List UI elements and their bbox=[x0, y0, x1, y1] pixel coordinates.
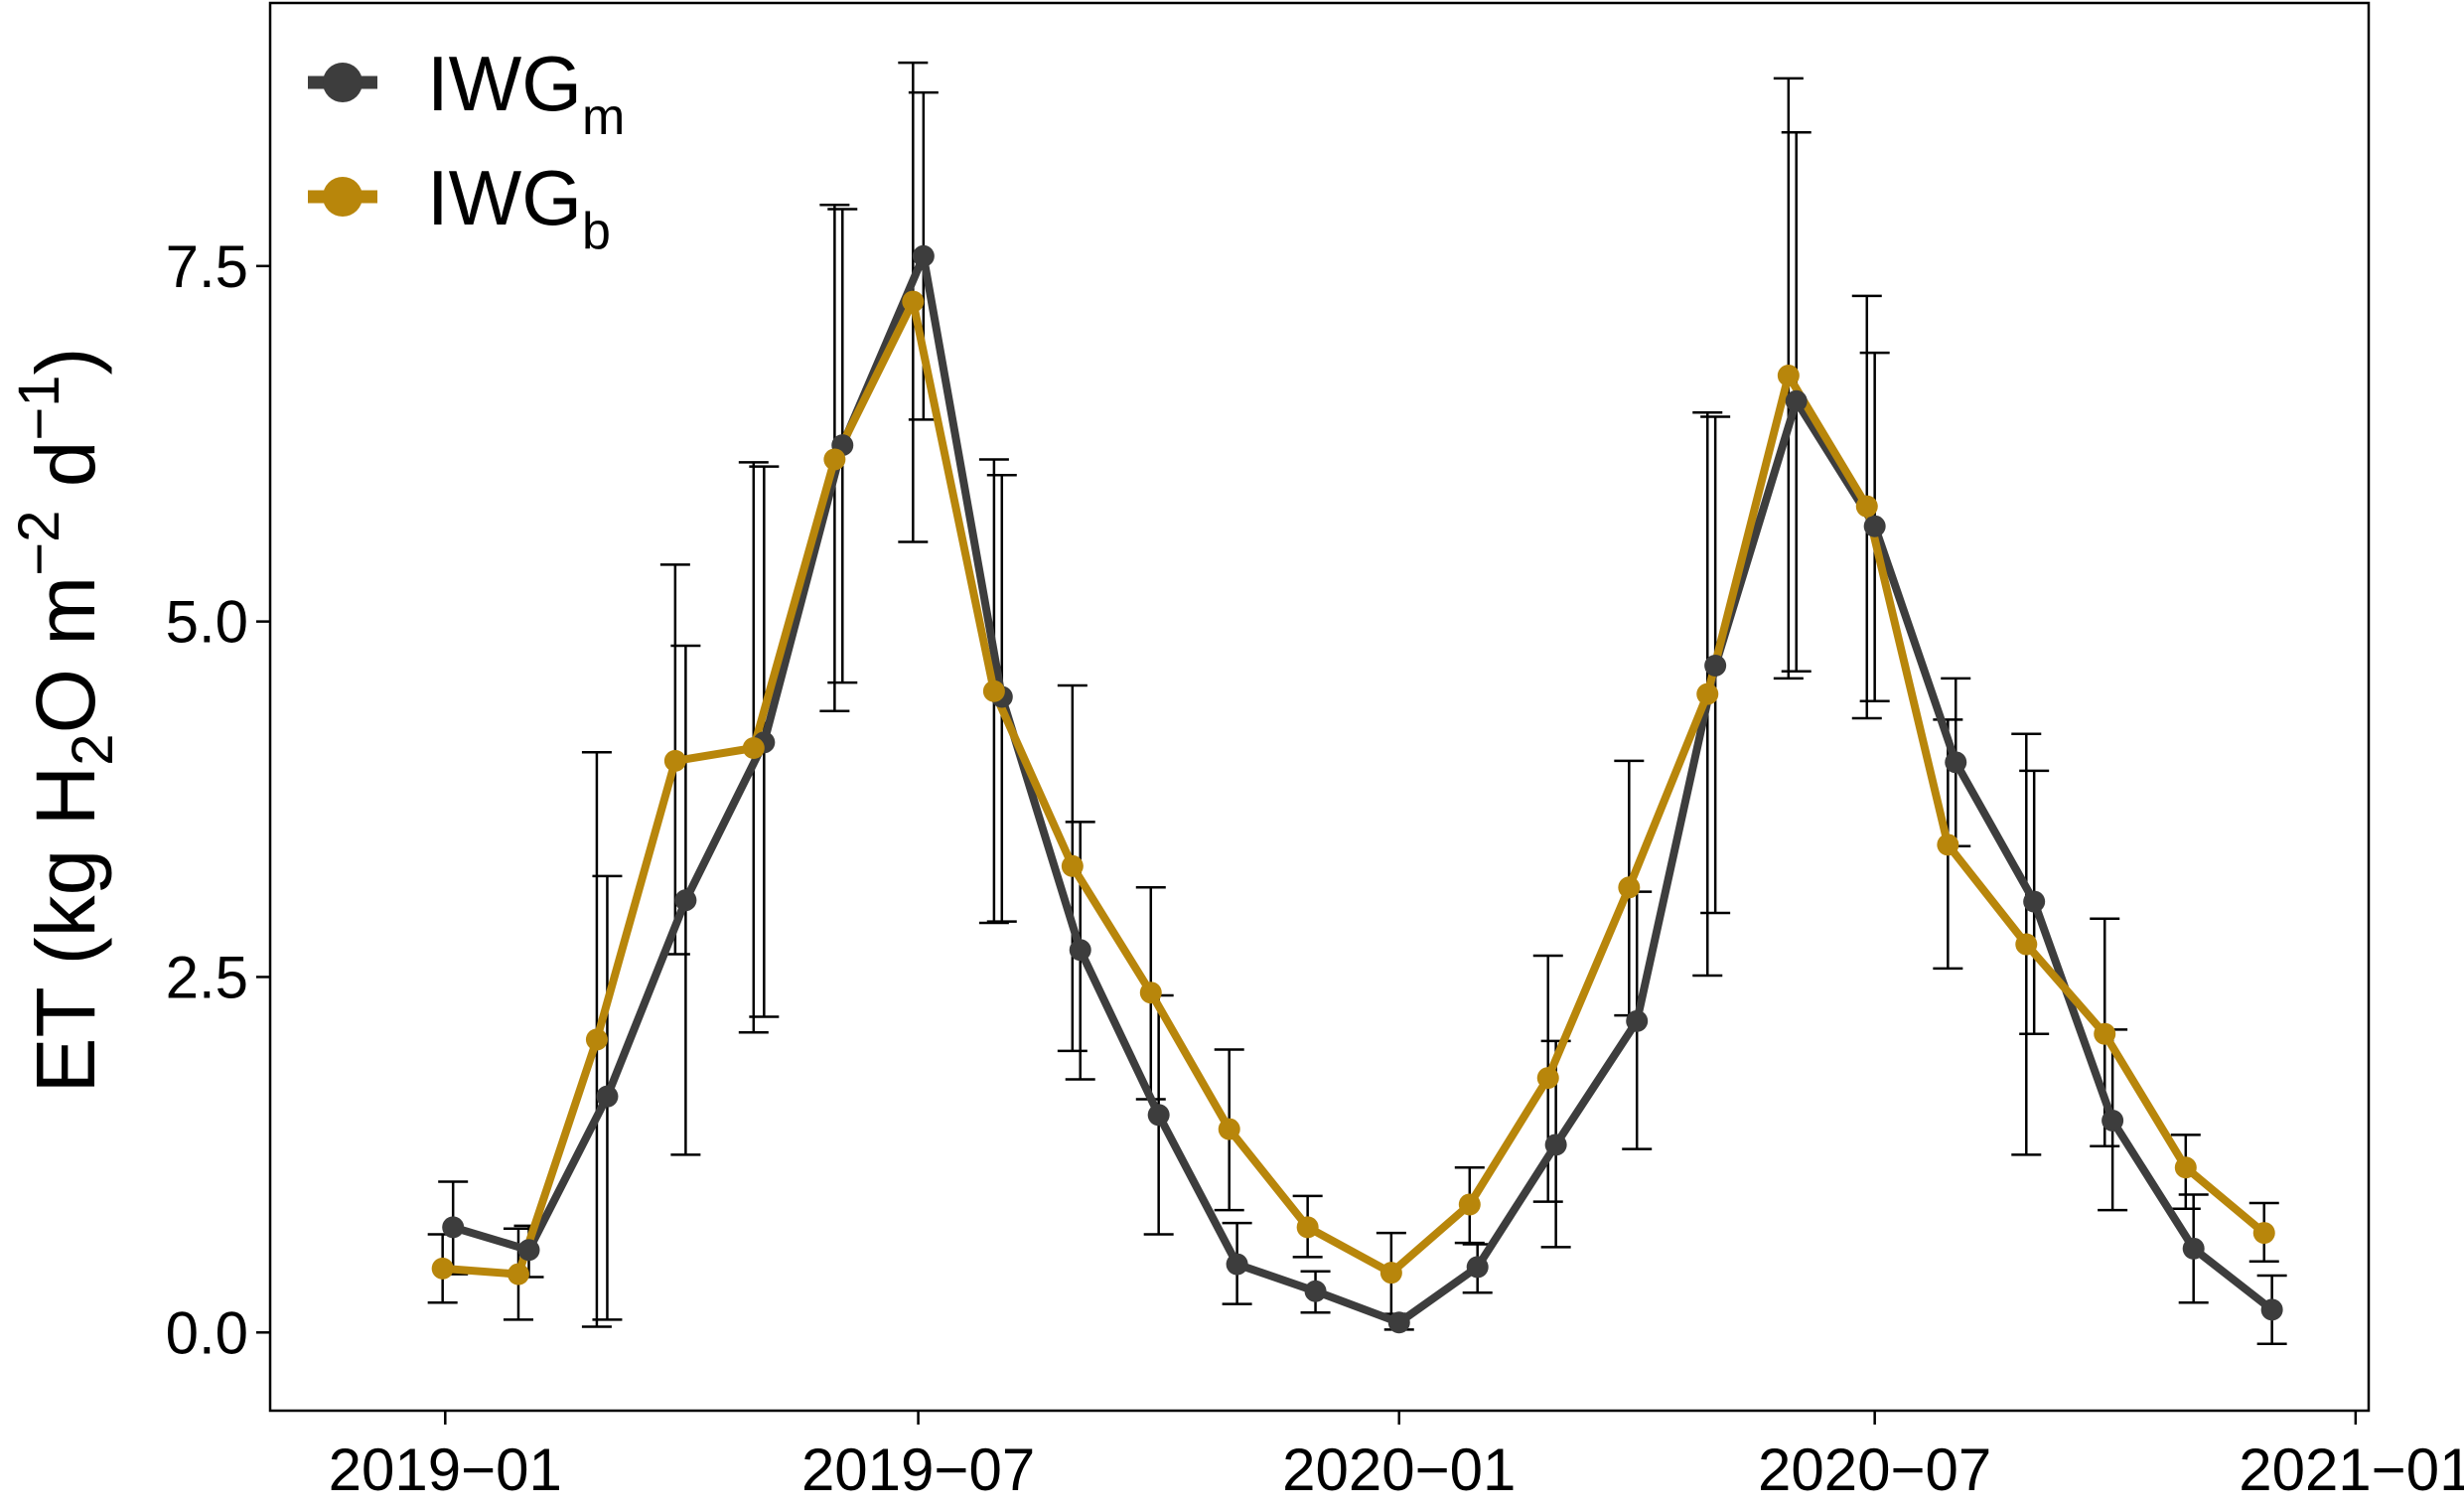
data-point-IWGb bbox=[2094, 1022, 2116, 1045]
data-point-IWGb bbox=[1218, 1118, 1240, 1140]
legend-label-sub: m bbox=[582, 88, 625, 146]
data-point-IWGb bbox=[2015, 933, 2038, 956]
legend-key-point-IWGb bbox=[323, 177, 362, 217]
data-point-IWGm bbox=[912, 244, 935, 267]
y-axis-title: ET (kg H2O m−2 d−1) bbox=[7, 347, 125, 1093]
data-point-IWGm bbox=[1626, 1009, 1649, 1032]
data-point-IWGb bbox=[1618, 876, 1641, 899]
legend-label-IWGm: IWGm bbox=[427, 40, 625, 146]
data-point-IWGb bbox=[1458, 1193, 1481, 1216]
x-tick-label: 2019−07 bbox=[801, 1436, 1035, 1503]
data-point-IWGm bbox=[1304, 1280, 1327, 1302]
data-point-IWGm bbox=[2023, 890, 2046, 913]
y-axis: 0.0 2.5 5.0 7.5 bbox=[166, 233, 270, 1366]
x-tick-label: 2020−01 bbox=[1282, 1436, 1516, 1503]
legend-label-sub: b bbox=[582, 203, 611, 260]
y-axis-title-prefix: ET (kg H bbox=[19, 766, 112, 1094]
data-point-IWGm bbox=[1147, 1104, 1170, 1127]
data-point-IWGb bbox=[663, 749, 686, 772]
y-axis-title-sup2: −1 bbox=[7, 375, 72, 440]
x-tick-label: 2020−07 bbox=[1758, 1436, 1991, 1503]
data-point-IWGb bbox=[902, 290, 925, 313]
data-point-IWGb bbox=[2174, 1156, 2197, 1179]
plot-panel-border bbox=[268, 1, 2371, 1413]
y-axis-title-d: d bbox=[19, 441, 112, 511]
data-point-IWGb bbox=[507, 1263, 529, 1285]
y-axis-title-mid: O m bbox=[19, 576, 112, 734]
data-point-IWGm bbox=[1226, 1253, 1248, 1276]
data-point-IWGm bbox=[1544, 1133, 1567, 1156]
y-axis-title-sub: 2 bbox=[61, 733, 125, 765]
legend-label-IWGb: IWGb bbox=[427, 154, 611, 260]
y-tick-label: 7.5 bbox=[166, 233, 248, 300]
data-point-IWGb bbox=[1379, 1262, 1402, 1284]
series-lines-layer bbox=[442, 251, 2275, 1327]
y-tick-label: 2.5 bbox=[166, 944, 248, 1010]
data-point-IWGm bbox=[1069, 939, 1091, 962]
data-point-IWGb bbox=[742, 737, 765, 760]
data-point-IWGm bbox=[1945, 751, 1967, 774]
data-point-IWGb bbox=[2252, 1222, 2275, 1245]
legend-key-point-IWGm bbox=[323, 63, 362, 102]
y-tick-label: 0.0 bbox=[166, 1299, 248, 1366]
x-tick-label: 2019−01 bbox=[329, 1436, 562, 1503]
legend-label-main: IWG bbox=[427, 154, 582, 241]
x-tick-label: 2021−01 bbox=[2239, 1436, 2464, 1503]
data-point-IWGb bbox=[1696, 682, 1719, 705]
data-point-IWGm bbox=[2182, 1237, 2205, 1260]
data-point-IWGm bbox=[1387, 1311, 1410, 1334]
data-point-IWGb bbox=[585, 1028, 608, 1051]
data-point-IWGb bbox=[1296, 1216, 1319, 1239]
data-point-IWGm bbox=[1704, 654, 1727, 677]
data-point-IWGm bbox=[2102, 1110, 2124, 1133]
data-point-IWGb bbox=[1855, 495, 1878, 518]
data-point-IWGb bbox=[1061, 854, 1084, 877]
data-point-IWGm bbox=[596, 1085, 619, 1108]
y-axis-title-suffix: ) bbox=[19, 347, 112, 375]
data-point-IWGm bbox=[674, 889, 697, 912]
data-point-IWGm bbox=[1863, 515, 1886, 537]
series-line-IWGm bbox=[452, 251, 2275, 1327]
data-point-IWGm bbox=[442, 1216, 465, 1239]
data-point-IWGb bbox=[982, 680, 1005, 702]
data-point-IWGm bbox=[517, 1239, 540, 1262]
series-line-IWGb bbox=[442, 297, 2267, 1279]
series-points-layer bbox=[431, 244, 2283, 1334]
x-axis: 2019−01 2019−07 2020−01 2020−07 2021−01 bbox=[329, 1411, 2464, 1503]
y-tick-label: 5.0 bbox=[166, 589, 248, 656]
data-point-IWGm bbox=[1466, 1256, 1489, 1279]
data-point-IWGb bbox=[1777, 365, 1800, 387]
data-point-IWGb bbox=[1937, 833, 1959, 856]
data-point-IWGm bbox=[2260, 1298, 2283, 1321]
data-point-IWGb bbox=[1139, 982, 1162, 1004]
data-point-IWGb bbox=[431, 1257, 454, 1280]
legend-label-main: IWG bbox=[427, 40, 582, 127]
data-point-IWGb bbox=[823, 448, 846, 471]
y-axis-title-sup1: −2 bbox=[7, 511, 72, 576]
data-point-IWGm bbox=[1785, 389, 1808, 412]
data-point-IWGb bbox=[1536, 1067, 1559, 1090]
